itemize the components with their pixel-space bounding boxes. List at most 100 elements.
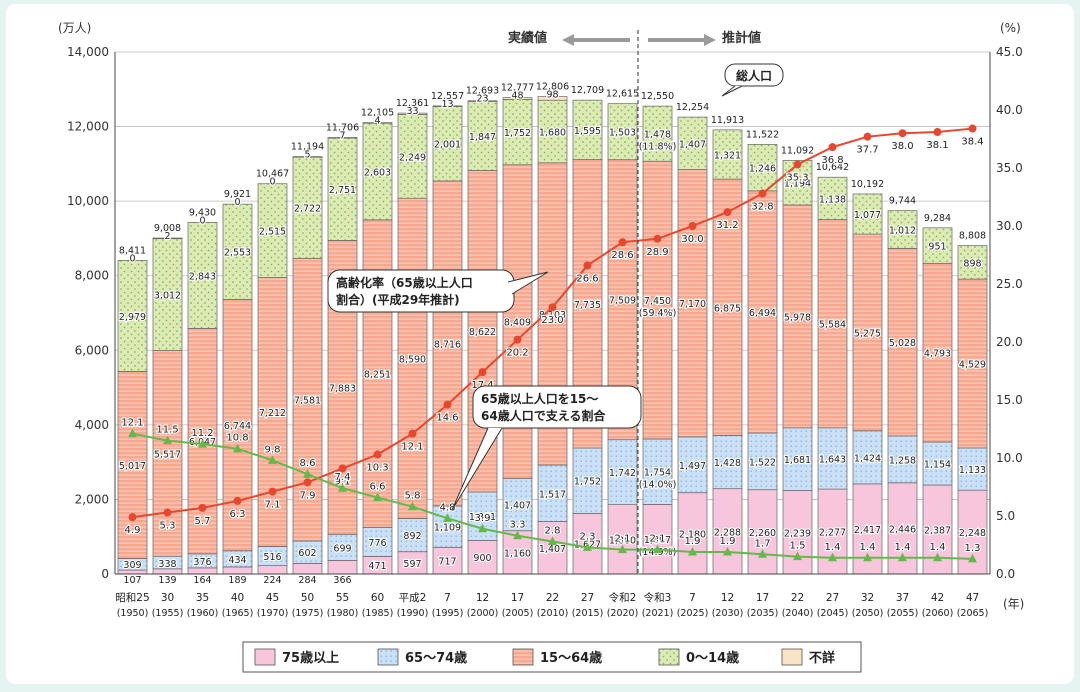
aging-rate-label: 26.6	[576, 273, 598, 284]
aging-rate-label: 36.8	[821, 155, 843, 166]
bar-segment-0-14	[747, 144, 778, 192]
bar-segment-75plus	[747, 489, 778, 575]
bar-segment-label: 1,154	[924, 459, 951, 470]
aging-rate-point	[793, 160, 802, 169]
bar-segment-label: 4,793	[924, 349, 951, 360]
bar-segment-label: 1,742	[609, 468, 636, 479]
support-ratio-label: 2.1	[615, 534, 631, 545]
bar-segment-label: 7,883	[329, 383, 356, 394]
bar-segment-label: 1,160	[504, 548, 531, 559]
x-year-label: (2020)	[607, 608, 639, 619]
bar-segment-65-74	[537, 464, 568, 522]
bar-segment-label: 1,847	[469, 132, 496, 143]
legend-label-65-74: 65～74歳	[405, 650, 467, 666]
bar-segment-label: 1,860	[609, 535, 636, 546]
bar-total-label: 10,192	[851, 179, 884, 190]
bar-total-label: 11,913	[711, 115, 744, 126]
aging-rate-label: 23.0	[541, 315, 563, 326]
bar-segment-label: 5,517	[154, 449, 181, 460]
aging-rate-label: 38.0	[891, 141, 913, 152]
aging-rate-point	[828, 143, 837, 152]
bar-segment-15-64	[712, 178, 743, 436]
bar-total-label: 11,092	[781, 145, 814, 156]
bar-segment-label: 7	[339, 131, 345, 142]
x-category-label: 12	[476, 592, 489, 604]
x-year-label: (2000)	[467, 608, 499, 619]
support-ratio-label: 4.8	[440, 502, 456, 513]
aging-rate-label: 38.4	[961, 137, 983, 148]
bar-segment-0-14	[712, 129, 743, 180]
bar-segment-75plus	[187, 567, 218, 575]
support-ratio-point	[128, 428, 137, 438]
support-ratio-label: 7.4	[335, 472, 351, 483]
bar-segment-15-64	[432, 180, 463, 507]
bar-segment-label: 900	[473, 553, 491, 564]
bar-segment-label: 2,751	[329, 185, 356, 196]
bar-segment-label: 1,246	[749, 164, 776, 175]
x-category-label: 12	[721, 592, 734, 604]
bar-segment-15-64	[642, 160, 673, 440]
aging-rate-point	[583, 261, 592, 270]
bar-total-label: 9,744	[889, 196, 916, 207]
bar-segment-label: 1,478	[644, 130, 671, 141]
bar-segment-label: 951	[928, 242, 946, 253]
aging-rate-point	[688, 222, 697, 230]
aging-rate-point	[303, 478, 312, 487]
support-ratio-point	[793, 551, 802, 561]
legend-label-0-14: 0～14歳	[686, 650, 739, 666]
bar-segment-label: 434	[228, 555, 246, 566]
bar-total-label: 9,430	[189, 207, 216, 218]
bar-segment-label: 2,288	[714, 527, 741, 538]
bar-segment-label: 1,194	[784, 179, 811, 190]
aging-rate-label: 14.6	[436, 413, 458, 424]
bar-segment-label: 776	[368, 538, 386, 549]
bar-segment-0-14	[817, 176, 848, 220]
aging-rate-label: 7.9	[300, 490, 316, 501]
x-year-label: (1995)	[432, 608, 464, 619]
bar-segment-label: 1,680	[539, 128, 566, 139]
legend-frame	[242, 641, 862, 673]
bar-segment-label: 164	[193, 575, 211, 586]
bar-labels: 8,411 107 309 5,017 2,979 0 9,008 139 338 5,517 3,…	[118, 82, 987, 588]
aging-rate-point	[233, 496, 242, 505]
support-ratio-label: 12.1	[121, 418, 143, 429]
bar-total-label: 12,777	[501, 83, 534, 94]
bar-total-label: 12,615	[606, 89, 639, 100]
support-ratio-label: 11.2	[191, 428, 213, 439]
bar-segment-unknown	[502, 97, 533, 100]
aging-rate-label: 10.3	[366, 463, 388, 474]
bar-segment-65-74	[607, 439, 638, 505]
aging-rate-point	[548, 303, 557, 312]
x-category-label: 32	[861, 592, 874, 604]
bar-segment-unknown	[362, 122, 393, 124]
x-category-label: 45	[266, 592, 279, 604]
x-category-label: 37	[896, 592, 909, 604]
x-category-label: 7	[444, 592, 451, 604]
x-year-label: (2005)	[502, 608, 534, 619]
support-ratio-point	[198, 439, 207, 448]
aging-rate-label: 5.3	[160, 521, 176, 532]
bar-segment-0-14	[117, 260, 148, 372]
bar-segment-label: 1,321	[714, 150, 741, 161]
x-category-label: 47	[966, 592, 979, 604]
bar-segment-label: 1,752	[574, 477, 601, 488]
aging-rate-point	[408, 429, 417, 438]
x-year-label: (1955)	[152, 608, 184, 619]
support-ratio-point	[863, 552, 872, 562]
support-callout-pointer	[451, 427, 503, 511]
bar-segment-label: 0	[199, 215, 205, 226]
bar-segment-label: 2,260	[749, 528, 776, 539]
x-year-label: (1970)	[257, 608, 289, 619]
x-category-label: 40	[231, 592, 244, 604]
y-left-tick-label: 14,000	[67, 45, 109, 59]
bar-total-label: 12,550	[641, 91, 674, 102]
bar-segment-label: 898	[963, 258, 981, 269]
x-year-label: (1980)	[327, 608, 359, 619]
bar-segment-label: 8,409	[504, 318, 531, 329]
bar-segment-label: 98	[546, 90, 558, 101]
bar-segment-15-64	[222, 298, 253, 552]
bar-segment-0-14	[362, 122, 393, 221]
bar-segment-15-64	[292, 257, 323, 542]
support-ratio-point	[513, 530, 522, 540]
support-ratio-point	[163, 435, 172, 445]
